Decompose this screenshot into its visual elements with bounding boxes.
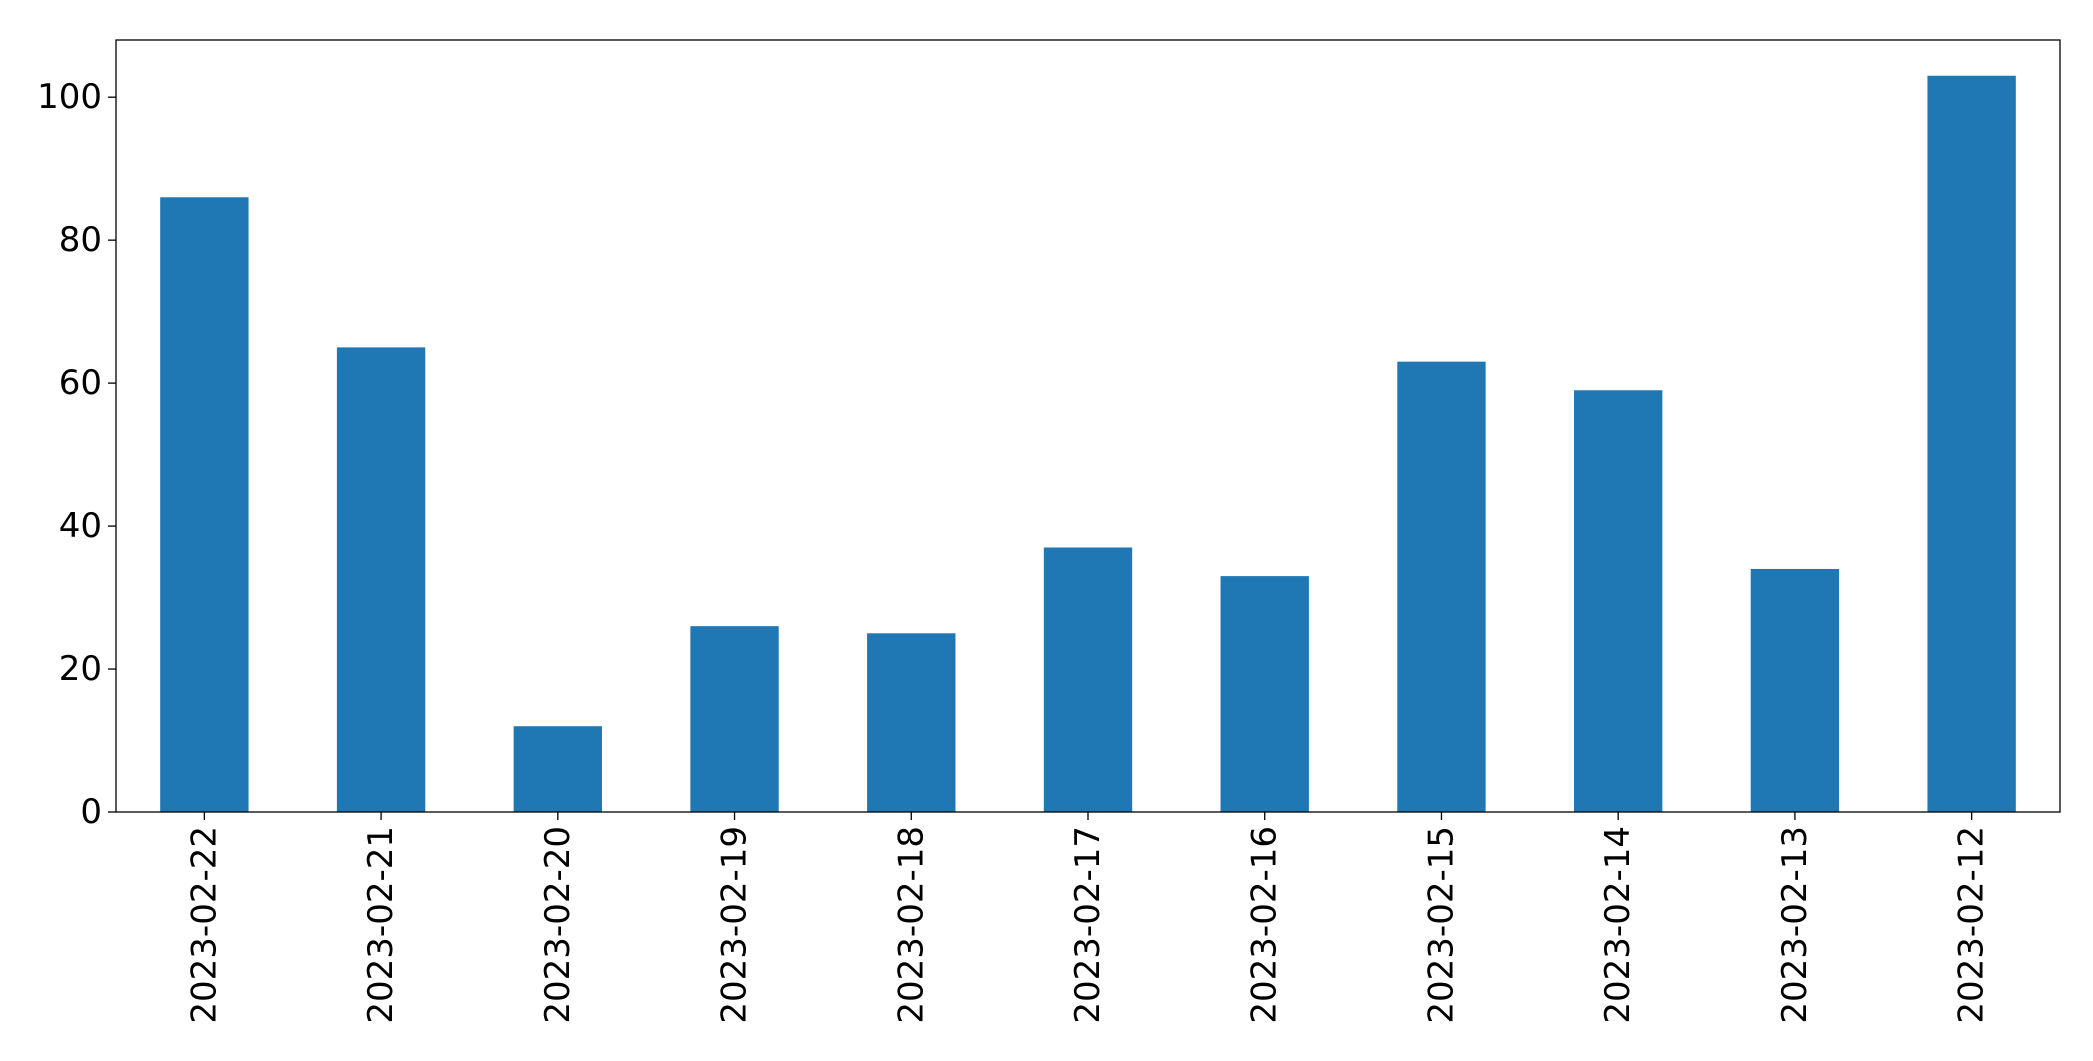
bar-2023-02-15 [1397, 361, 1486, 812]
x-tick-label: 2023-02-21 [361, 826, 401, 1024]
x-tick-label: 2023-02-13 [1775, 826, 1815, 1024]
y-axis: 0 20 40 60 80 100 [37, 77, 116, 832]
x-tick-label: 2023-02-15 [1421, 826, 1461, 1024]
bar-2023-02-18 [867, 633, 956, 812]
x-tick-label: 2023-02-17 [1068, 826, 1108, 1024]
x-tick-label: 2023-02-18 [891, 826, 931, 1024]
bar-2023-02-12 [1927, 75, 2016, 813]
y-tick-label: 20 [59, 649, 102, 689]
x-tick-label: 2023-02-20 [538, 826, 578, 1024]
x-tick-label: 2023-02-19 [715, 826, 755, 1024]
y-tick-label: 80 [59, 220, 102, 260]
bar-2023-02-14 [1574, 390, 1663, 812]
x-tick-label: 2023-02-14 [1598, 826, 1638, 1024]
y-tick-label: 100 [37, 77, 102, 117]
x-tick-label: 2023-02-12 [1952, 826, 1992, 1024]
bar-2023-02-17 [1043, 547, 1133, 812]
y-tick-label: 60 [59, 363, 102, 403]
bar-2023-02-13 [1750, 568, 1840, 812]
bar-2023-02-20 [513, 726, 602, 812]
bar-2023-02-16 [1220, 576, 1309, 812]
bar-2023-02-19 [690, 626, 779, 812]
plot-frame [115, 39, 2061, 813]
y-tick-label: 40 [59, 506, 102, 546]
bar-2023-02-21 [336, 347, 426, 812]
y-tick-label: 0 [80, 792, 102, 832]
x-tick-label: 2023-02-16 [1245, 826, 1285, 1024]
bar-2023-02-22 [160, 197, 249, 812]
bars-layer [160, 75, 2016, 813]
x-axis: 2023-02-22 2023-02-21 2023-02-20 2023-02-19… [184, 812, 1992, 1024]
x-tick-label: 2023-02-22 [184, 826, 224, 1024]
